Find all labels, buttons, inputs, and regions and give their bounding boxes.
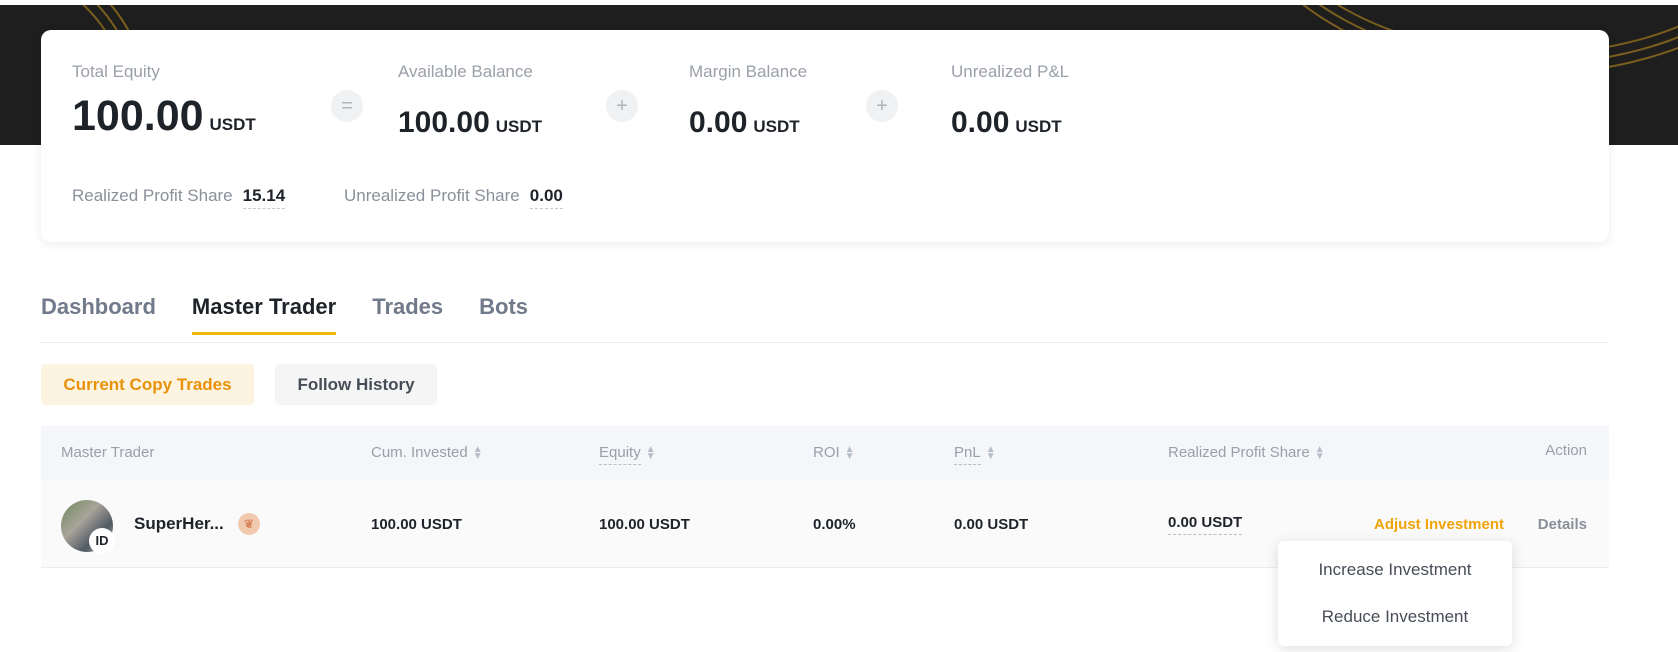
- trader-name[interactable]: SuperHer...: [134, 514, 224, 533]
- follow-history-button[interactable]: Follow History: [275, 364, 437, 405]
- table-header: Master Trader Cum. Invested ▲ ▼ Equity ▲ ▼ R…: [41, 426, 1609, 480]
- tab-trades[interactable]: Trades: [372, 294, 444, 319]
- sort-icon: ▲ ▼: [844, 444, 855, 463]
- tab-dashboard[interactable]: Dashboard: [41, 294, 156, 319]
- sort-cum-invested[interactable]: Cum. Invested ▲ ▼: [371, 444, 483, 463]
- unrealized-pnl: Unrealized P&L 0.00 USDT: [951, 62, 1070, 139]
- adjust-investment-link[interactable]: Adjust Investment: [1374, 516, 1505, 533]
- realized-profit-share-cell[interactable]: 0.00 USDT: [1168, 514, 1243, 535]
- main-tabs: Dashboard Master Trader Trades Bots: [41, 294, 528, 335]
- details-link[interactable]: Details: [1537, 516, 1587, 533]
- sort-equity[interactable]: Equity ▲ ▼: [599, 444, 656, 465]
- id-badge: ID: [89, 528, 115, 554]
- realized-profit-share: Realized Profit Share 15.14: [72, 186, 286, 209]
- tab-bots[interactable]: Bots: [479, 294, 529, 319]
- sort-icon: ▲ ▼: [645, 444, 656, 463]
- adjust-investment-menu: Increase Investment Reduce Investment: [1278, 541, 1512, 646]
- equity-summary-card: Total Equity 100.00 USDT = Available Bala…: [41, 30, 1609, 242]
- realized-profit-share-value[interactable]: 15.14: [242, 186, 286, 209]
- sort-icon: ▲ ▼: [472, 444, 483, 463]
- margin-balance: Margin Balance 0.00 USDT: [689, 62, 808, 139]
- total-equity: Total Equity 100.00 USDT: [72, 62, 256, 140]
- sort-pnl[interactable]: PnL ▲ ▼: [954, 444, 996, 465]
- menu-item-increase-investment[interactable]: Increase Investment: [1318, 560, 1472, 579]
- plus-icon: +: [866, 90, 898, 122]
- tab-master-trader[interactable]: Master Trader: [191, 294, 337, 335]
- tabs-divider: [41, 342, 1609, 343]
- current-copy-trades-button[interactable]: Current Copy Trades: [41, 364, 254, 405]
- unrealized-profit-share-value[interactable]: 0.00: [529, 186, 563, 209]
- available-balance: Available Balance 100.00 USDT: [398, 62, 543, 139]
- equals-icon: =: [331, 90, 363, 122]
- sort-icon: ▲ ▼: [985, 444, 996, 463]
- medal-icon: ❦: [238, 513, 260, 535]
- unrealized-profit-share: Unrealized Profit Share 0.00: [344, 186, 563, 209]
- sort-roi[interactable]: ROI ▲ ▼: [813, 444, 855, 463]
- plus-icon: +: [606, 90, 638, 122]
- sort-realized-profit-share[interactable]: Realized Profit Share ▲ ▼: [1168, 444, 1325, 463]
- menu-item-reduce-investment[interactable]: Reduce Investment: [1321, 607, 1469, 626]
- sort-icon: ▲ ▼: [1314, 444, 1325, 463]
